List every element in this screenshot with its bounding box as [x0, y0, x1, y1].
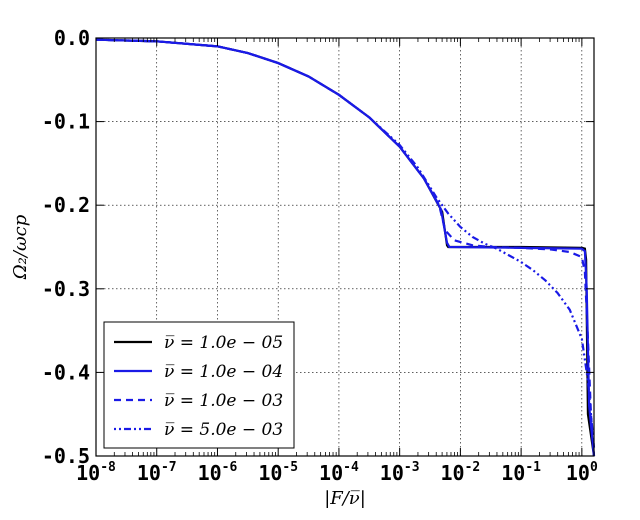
plot-area-frame: [95, 37, 595, 457]
legend-entry: ν̅ = 5.0e − 03: [164, 420, 283, 440]
x-axis-label: |F/ν̅|: [324, 488, 366, 509]
series-group: [95, 38, 596, 457]
legend-entry: ν̅ = 1.0e − 05: [164, 333, 283, 353]
x-tick-label: 10-2: [441, 460, 481, 485]
series-line: [95, 38, 596, 448]
y-tick-label: 0.0: [54, 26, 90, 50]
y-tick-label: -0.3: [42, 277, 90, 301]
y-tick-label: -0.4: [42, 360, 90, 384]
y-tick-label: -0.1: [42, 110, 90, 134]
x-tick-label: 10-5: [258, 460, 298, 485]
legend-entry: ν̅ = 1.0e − 04: [164, 362, 283, 382]
x-tick-label: 10-3: [380, 460, 420, 485]
y-tick-label: -0.2: [42, 193, 90, 217]
y-tick-label: -0.5: [42, 444, 90, 468]
legend: ν̅ = 1.0e − 05 ν̅ = 1.0e − 04 ν̅ = 1.0e − …: [103, 321, 295, 449]
x-tick-labels: 10-8 10-7 10-6 10-5 10-4 10-3 10-2 10-1 100: [76, 460, 598, 485]
legend-entry: ν̅ = 1.0e − 03: [164, 391, 283, 411]
ticks: [95, 37, 594, 457]
x-tick-label: 10-8: [76, 460, 116, 485]
x-tick-label: 10-4: [319, 460, 359, 485]
x-tick-label: 100: [566, 460, 598, 485]
x-tick-label: 10-7: [137, 460, 177, 485]
x-tick-label: 10-6: [198, 460, 238, 485]
x-tick-label: 10-1: [501, 460, 541, 485]
y-axis-label: Ω₂/ωcp: [10, 214, 31, 280]
y-tick-labels: 0.0 -0.1 -0.2 -0.3 -0.4 -0.5: [42, 26, 90, 468]
